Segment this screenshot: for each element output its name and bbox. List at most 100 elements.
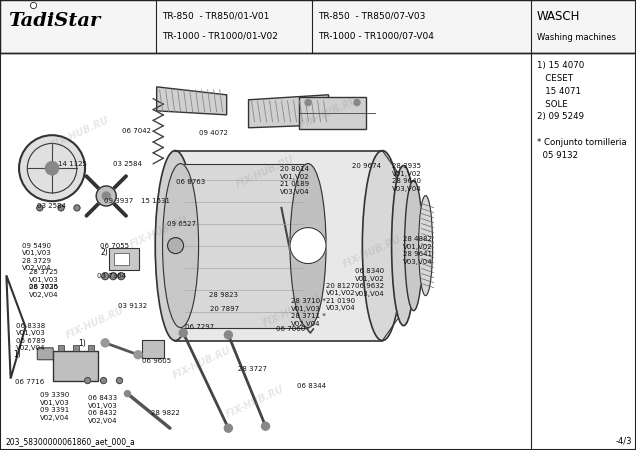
Bar	[58, 345, 64, 351]
Text: 28 3725
V01,V03
28 3726
V02,V04: 28 3725 V01,V03 28 3726 V02,V04	[29, 270, 59, 298]
Text: 06 9605: 06 9605	[142, 358, 172, 364]
Circle shape	[354, 99, 360, 106]
Text: FIX-HUB.RU: FIX-HUB.RU	[341, 234, 403, 270]
Text: 06 7297: 06 7297	[185, 324, 214, 330]
FancyBboxPatch shape	[142, 340, 164, 358]
Text: 09 6527: 09 6527	[167, 220, 197, 227]
Ellipse shape	[290, 164, 326, 328]
Bar	[0, 0, 636, 53]
Circle shape	[102, 273, 109, 279]
Text: 28 3710 *
V01,V03
28 3711 *
V02,V04: 28 3710 * V01,V03 28 3711 * V02,V04	[291, 298, 326, 327]
Circle shape	[225, 331, 232, 339]
Circle shape	[74, 205, 80, 211]
Text: TR-1000 - TR1000/01-V02: TR-1000 - TR1000/01-V02	[162, 32, 278, 40]
Text: Washing machines: Washing machines	[537, 33, 616, 42]
Bar	[114, 252, 129, 265]
Text: FIX-HUB.RU: FIX-HUB.RU	[235, 154, 296, 190]
Circle shape	[118, 273, 125, 279]
Text: 09 4072: 09 4072	[199, 130, 228, 136]
Circle shape	[45, 162, 59, 175]
Text: FIX-HUB.RU: FIX-HUB.RU	[171, 345, 233, 381]
Circle shape	[96, 186, 116, 206]
Text: FIX-HUB.RU: FIX-HUB.RU	[225, 384, 286, 420]
Circle shape	[85, 378, 90, 383]
Circle shape	[116, 378, 123, 383]
Text: 14 1125: 14 1125	[59, 161, 87, 167]
Text: WASCH: WASCH	[537, 10, 581, 23]
Text: 03 2584: 03 2584	[37, 203, 66, 209]
Text: FIX-HUB.RU: FIX-HUB.RU	[128, 214, 190, 250]
Text: FIX-HUB.RU: FIX-HUB.RU	[298, 95, 360, 130]
Text: 06 7060: 06 7060	[276, 326, 305, 332]
Text: FIX-HUB.RU: FIX-HUB.RU	[49, 115, 111, 150]
Text: TR-1000 - TR1000/07-V04: TR-1000 - TR1000/07-V04	[317, 32, 434, 40]
Text: 03 2584: 03 2584	[113, 161, 141, 167]
Text: 1): 1)	[79, 339, 86, 348]
Bar	[73, 345, 79, 351]
Text: 15 1531: 15 1531	[141, 198, 170, 204]
Text: 28 3935
V01,V02
28 9640
V03,V04: 28 3935 V01,V02 28 9640 V03,V04	[392, 163, 422, 192]
Text: 06 8433
V01,V03
06 8432
V02,V04: 06 8433 V01,V03 06 8432 V02,V04	[88, 395, 118, 424]
Text: TadiStar: TadiStar	[8, 12, 100, 30]
FancyBboxPatch shape	[38, 348, 53, 360]
Text: FIX-HUB.RU: FIX-HUB.RU	[261, 293, 323, 329]
Polygon shape	[109, 248, 139, 270]
Circle shape	[58, 205, 64, 211]
Circle shape	[225, 424, 232, 432]
Ellipse shape	[418, 196, 432, 296]
Bar	[88, 345, 94, 351]
Text: 06 7716: 06 7716	[15, 378, 44, 385]
Bar	[53, 351, 98, 381]
Text: 06 8763: 06 8763	[176, 179, 205, 185]
Circle shape	[101, 339, 109, 347]
Text: FIX-HUB.RU: FIX-HUB.RU	[65, 305, 127, 341]
Text: 2): 2)	[101, 248, 109, 256]
Circle shape	[167, 238, 184, 254]
Text: 28 3727: 28 3727	[238, 366, 267, 372]
Text: 06 7035: 06 7035	[29, 284, 59, 290]
Text: 28 9822: 28 9822	[151, 410, 180, 416]
FancyBboxPatch shape	[299, 97, 366, 129]
Text: 09 3937: 09 3937	[104, 198, 133, 204]
Text: TR-850  - TR850/07-V03: TR-850 - TR850/07-V03	[317, 11, 425, 20]
Bar	[176, 151, 382, 341]
Polygon shape	[156, 87, 226, 115]
Text: 20 8127
V01,V02
21 0190
V03,V04: 20 8127 V01,V02 21 0190 V03,V04	[326, 283, 356, 311]
Text: 03 9132: 03 9132	[118, 303, 147, 309]
Text: 06 8344: 06 8344	[298, 383, 326, 389]
Ellipse shape	[363, 151, 403, 341]
FancyBboxPatch shape	[174, 225, 190, 241]
Text: 06 7055: 06 7055	[100, 243, 129, 249]
Ellipse shape	[155, 151, 195, 341]
Circle shape	[179, 329, 187, 337]
Text: 28 4882
V01,V02
28 9641
V03,V04: 28 4882 V01,V02 28 9641 V03,V04	[403, 236, 432, 265]
Text: TR-850  - TR850/01-V01: TR-850 - TR850/01-V01	[162, 11, 269, 20]
Text: 09 3390
V01,V03
09 3391
V02,V04: 09 3390 V01,V03 09 3391 V02,V04	[40, 392, 69, 421]
Circle shape	[305, 99, 311, 106]
Circle shape	[134, 351, 142, 359]
Circle shape	[37, 205, 43, 211]
Circle shape	[100, 378, 107, 383]
Text: 203_58300000061860_aet_000_a: 203_58300000061860_aet_000_a	[6, 437, 135, 446]
Text: 09 5490
V01,V03
28 3729
V02,V04: 09 5490 V01,V03 28 3729 V02,V04	[22, 243, 52, 271]
Text: 20 7897: 20 7897	[210, 306, 239, 312]
Bar	[181, 164, 308, 328]
Polygon shape	[249, 95, 329, 128]
Text: 20 9674: 20 9674	[352, 163, 380, 170]
Ellipse shape	[163, 164, 198, 328]
Circle shape	[109, 273, 116, 279]
Text: -4/3: -4/3	[616, 437, 632, 446]
Text: 20 8014
V01,V02
21 0189
V03,V04: 20 8014 V01,V02 21 0189 V03,V04	[280, 166, 310, 195]
Text: 28 9823: 28 9823	[209, 292, 238, 297]
Text: 1): 1)	[13, 350, 21, 359]
Text: 03 7364: 03 7364	[97, 274, 127, 279]
Text: 06 8340
V01,V02
06 9632
V03,V04: 06 8340 V01,V02 06 9632 V03,V04	[355, 268, 384, 297]
Circle shape	[102, 192, 110, 200]
Circle shape	[19, 135, 85, 201]
Text: 06 7042: 06 7042	[122, 128, 151, 134]
Ellipse shape	[392, 166, 415, 326]
Circle shape	[125, 391, 130, 396]
Circle shape	[290, 228, 326, 264]
Circle shape	[261, 422, 270, 430]
Ellipse shape	[404, 180, 422, 310]
